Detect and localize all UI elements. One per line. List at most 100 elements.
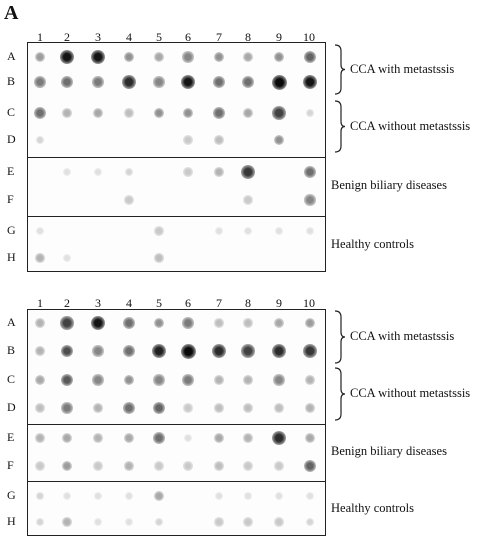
blot-dot <box>61 76 73 88</box>
blot-dot <box>153 51 165 63</box>
column-number: 10 <box>303 296 315 310</box>
blot-dot <box>214 403 224 413</box>
blot-dot <box>35 253 45 263</box>
group-divider <box>27 157 326 158</box>
blot-dot <box>35 491 45 501</box>
blot-dot <box>304 317 316 329</box>
blot-dot <box>124 108 134 118</box>
blot-dot <box>243 517 253 527</box>
blot-dot <box>214 318 224 328</box>
blot-dot <box>305 517 315 527</box>
blot-dot <box>305 491 315 501</box>
blot-dot <box>92 345 104 357</box>
blot-dot <box>303 344 317 358</box>
column-number: 2 <box>64 30 70 44</box>
blot-dot <box>92 107 104 119</box>
blot-dot <box>241 344 255 358</box>
blot-dot <box>242 51 254 63</box>
blot-dot <box>274 403 284 413</box>
blot-dot <box>93 517 103 527</box>
group-label: Healthy controls <box>331 501 414 515</box>
blot-dot <box>34 51 46 63</box>
group-bracket <box>334 44 346 95</box>
group-divider <box>27 481 326 482</box>
blot-dot <box>243 226 253 236</box>
blot-dot <box>182 107 194 119</box>
group-label: Benign biliary diseases <box>331 178 447 192</box>
column-number: 5 <box>156 30 162 44</box>
blot-dot <box>153 107 165 119</box>
blot-dot <box>62 253 72 263</box>
row-label: H <box>7 250 16 264</box>
group-label: Healthy controls <box>331 236 414 251</box>
group-label: CCA with metastssis <box>350 329 455 343</box>
blot-dot <box>35 135 45 145</box>
group-label: CCA with metastssis <box>350 61 455 76</box>
row-label: B <box>7 343 16 357</box>
blot-dot <box>273 374 285 386</box>
blot-dot <box>243 195 253 205</box>
blot-dot <box>154 461 164 471</box>
blot-dot <box>242 76 254 88</box>
blot-dot <box>35 433 45 443</box>
row-label: D <box>7 400 16 414</box>
blot-dot <box>59 49 75 65</box>
blot-dot <box>123 345 135 357</box>
row-label: C <box>7 105 16 119</box>
blot-dot <box>182 374 194 386</box>
column-number: 7 <box>216 30 222 44</box>
blot-dot <box>122 75 136 89</box>
blot-dot <box>180 74 196 90</box>
group-label: CCA without metastssis <box>350 118 471 133</box>
blot-dot <box>304 194 316 206</box>
blot-dot <box>305 403 315 413</box>
blot-dot <box>305 375 315 385</box>
blot-dot <box>183 403 193 413</box>
blot-dot <box>182 317 194 329</box>
blot-dot <box>153 490 165 502</box>
group-divider <box>27 216 326 217</box>
blot-dot <box>60 344 74 358</box>
blot-dot <box>62 167 72 177</box>
blot-dot <box>243 491 253 501</box>
blot-dot <box>90 49 106 65</box>
column-number: 8 <box>245 30 251 44</box>
blot-dot <box>213 51 225 63</box>
blot-dot <box>241 165 255 179</box>
blot-dot <box>35 226 45 236</box>
blot-dot <box>274 461 284 471</box>
blot-dot <box>214 226 224 236</box>
blot-dot <box>183 461 193 471</box>
blot-dot <box>124 491 134 501</box>
blot-dot <box>152 401 166 415</box>
blot-dot <box>124 195 134 205</box>
blot-dot <box>34 374 46 386</box>
row-label: G <box>7 488 16 502</box>
blot-dot <box>302 74 318 90</box>
blot-dot <box>90 315 106 331</box>
column-number: 3 <box>95 30 101 44</box>
group-divider <box>27 424 326 425</box>
blot-dot <box>35 403 45 413</box>
row-label: D <box>7 132 16 146</box>
blot-dot <box>243 403 253 413</box>
blot-dot <box>180 343 196 359</box>
blot-dot <box>273 317 285 329</box>
blot-dot <box>305 108 315 118</box>
row-label: F <box>7 458 14 472</box>
column-number: 9 <box>276 296 282 310</box>
blot-dot <box>183 433 193 443</box>
blot-dot <box>183 135 193 145</box>
blot-dot <box>151 343 167 359</box>
blot-dot <box>304 166 316 178</box>
blot-dot <box>214 167 224 177</box>
row-label: E <box>7 430 15 444</box>
blot-dot <box>274 226 284 236</box>
row-label: G <box>7 223 16 237</box>
blot-dot <box>243 375 253 385</box>
column-number: 2 <box>64 296 70 310</box>
blot-dot <box>214 517 224 527</box>
blot-dot <box>35 461 45 471</box>
column-number: 4 <box>126 30 132 44</box>
blot-dot <box>61 460 73 472</box>
